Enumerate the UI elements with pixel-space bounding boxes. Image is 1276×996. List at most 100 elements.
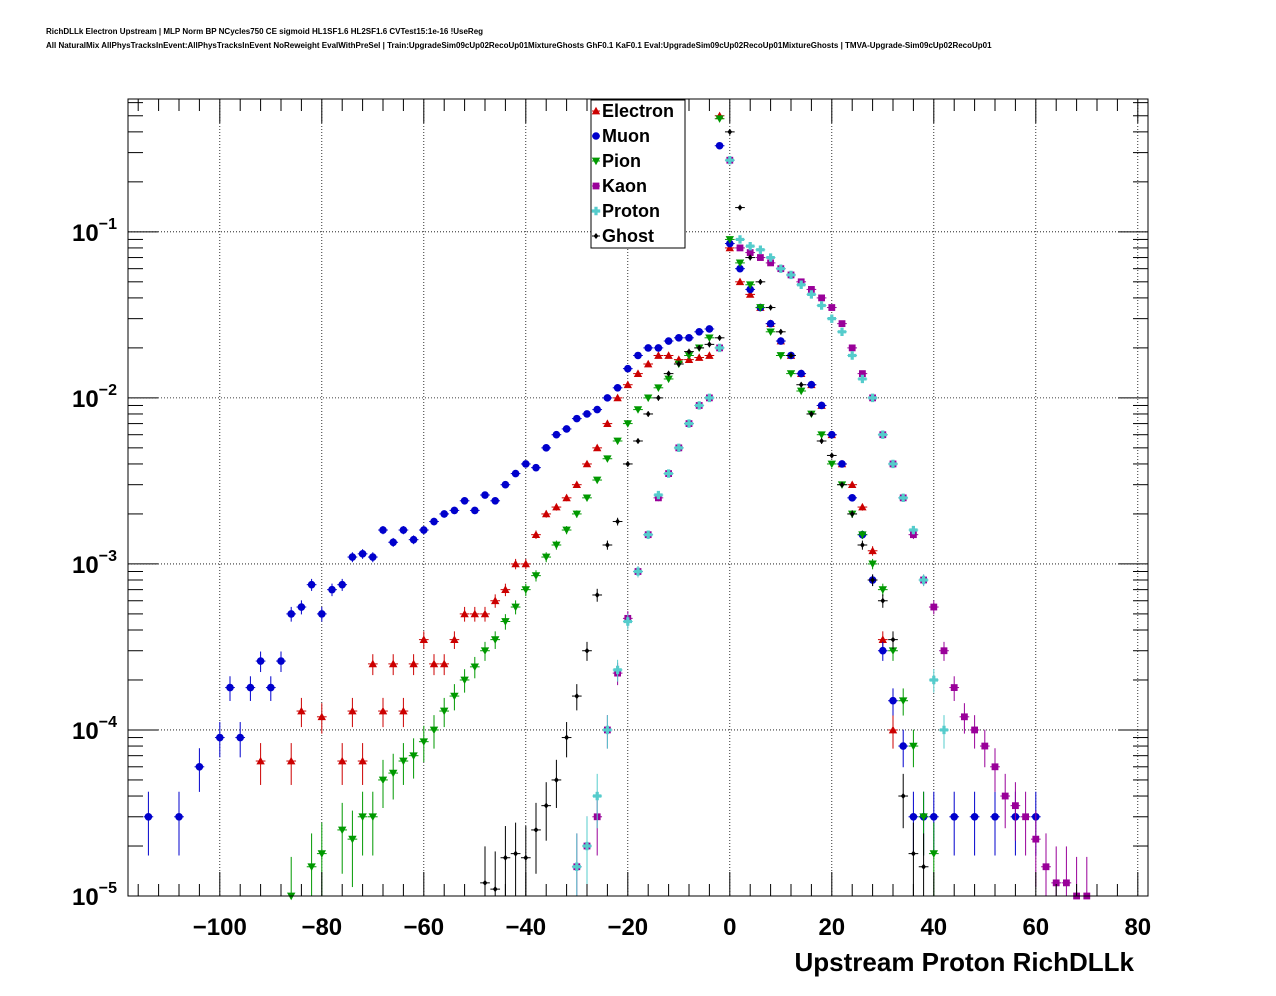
data-point [909,525,918,535]
y-tick-exponent: −5 [99,880,117,897]
x-tick-label: 20 [818,914,845,941]
data-point [409,535,418,544]
data-point [256,657,265,665]
data-point [860,541,865,548]
data-point [1001,792,1009,800]
data-point [613,393,622,402]
data-point [838,460,846,468]
data-point [572,480,581,489]
data-point [909,742,918,751]
data-point [991,812,999,821]
legend-marker [593,233,599,239]
data-point [623,420,632,428]
data-point [798,381,804,388]
y-tick-label: 10−1 [72,216,117,247]
data-point [829,452,835,459]
data-point [878,635,887,643]
data-point [572,510,581,519]
data-point [839,481,845,488]
data-point [603,419,612,427]
x-tick-label: −60 [403,914,444,941]
data-point [307,863,316,871]
data-point [950,684,958,691]
data-point [664,469,673,478]
y-tick-label: 10−3 [72,548,117,579]
data-point [849,510,855,517]
chart-title-line-1: RichDLLk Electron Upstream | MLP Norm BP… [46,27,484,36]
data-point [389,538,398,547]
data-point [940,647,948,655]
data-point [888,725,898,734]
data-point [613,437,622,446]
data-point [746,249,754,256]
data-point [767,259,774,267]
data-point [717,334,722,341]
data-point [858,531,867,539]
data-point [552,541,561,550]
data-point [809,410,814,417]
data-point [521,559,530,568]
data-point [501,585,510,593]
data-point [888,459,898,469]
data-point [899,742,907,750]
data-point [419,738,428,746]
data-point [491,496,500,505]
data-point [747,254,753,261]
data-point [911,850,916,857]
legend-marker [591,106,601,115]
data-series [143,111,1092,901]
data-point [277,657,285,665]
data-point [807,380,816,389]
data-point [786,270,796,280]
data-point [542,509,551,518]
data-point [562,526,571,535]
data-point [899,697,908,705]
data-point [807,290,816,299]
data-point [450,692,459,701]
data-point [910,531,917,539]
data-point [358,756,367,765]
legend-box [590,99,686,249]
data-point [623,617,632,626]
data-point [440,707,449,716]
data-point [664,375,673,384]
data-point [513,850,518,857]
data-point [287,756,296,765]
data-point [144,812,153,821]
data-point [919,813,928,821]
data-point [797,387,806,396]
data-point [828,430,836,439]
data-point [613,665,622,675]
data-point [684,352,694,360]
data-point [1012,802,1019,810]
data-point [961,713,968,721]
data-point [511,469,520,478]
data-point [746,241,755,251]
data-point [654,351,663,359]
data-point [929,675,938,685]
data-point [686,348,692,355]
data-point [644,344,652,352]
x-tick-label: 80 [1124,914,1151,941]
data-point [758,278,763,285]
data-point [858,374,867,384]
data-point [420,526,428,534]
data-point [501,618,510,626]
data-point [725,156,734,165]
data-point [593,443,602,452]
series-proton [571,156,949,896]
data-point [338,826,347,835]
data-point [656,394,661,401]
data-point [827,314,836,323]
data-point [175,812,183,821]
data-point [267,683,275,692]
data-point [899,493,908,503]
data-point [880,597,886,604]
data-point [788,352,794,359]
data-point [890,636,896,643]
data-point [817,401,826,410]
data-point [460,676,469,685]
data-point [848,351,857,360]
x-tick-label: −40 [505,914,546,941]
